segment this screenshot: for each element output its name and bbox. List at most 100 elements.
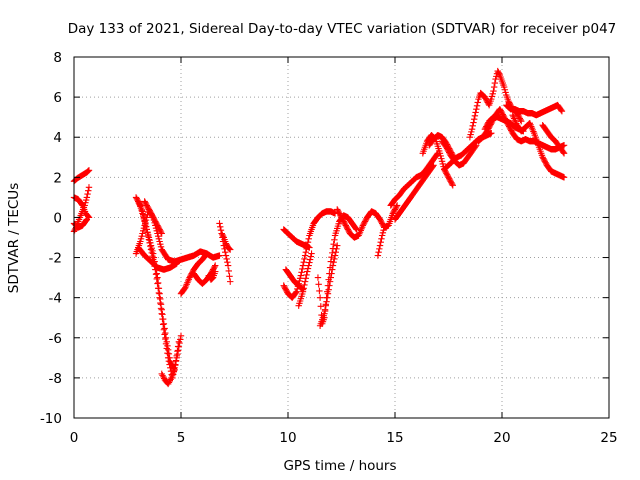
data-point bbox=[222, 252, 230, 259]
data-point bbox=[352, 225, 359, 232]
data-point bbox=[161, 325, 168, 332]
data-point bbox=[164, 349, 171, 357]
y-axis-label: SDTVAR / TECUs bbox=[6, 183, 22, 293]
data-point bbox=[330, 240, 337, 248]
data-point bbox=[139, 208, 146, 215]
data-point bbox=[167, 376, 174, 383]
data-point bbox=[83, 216, 91, 223]
data-point bbox=[159, 315, 166, 323]
data-point bbox=[298, 269, 305, 276]
data-point bbox=[304, 268, 311, 275]
data-point bbox=[299, 265, 306, 273]
data-point bbox=[520, 128, 527, 135]
data-point bbox=[219, 232, 227, 240]
data-point bbox=[308, 250, 315, 257]
data-point bbox=[217, 226, 225, 234]
data-point bbox=[165, 357, 173, 365]
data-point bbox=[331, 255, 338, 263]
x-tick-label: 10 bbox=[279, 430, 296, 446]
data-point bbox=[381, 224, 388, 231]
data-point bbox=[558, 107, 566, 115]
data-point bbox=[223, 255, 230, 263]
x-tick-label: 0 bbox=[70, 430, 79, 446]
data-point bbox=[324, 294, 331, 301]
data-point bbox=[473, 102, 481, 110]
data-point bbox=[174, 350, 181, 358]
x-tick-label: 25 bbox=[600, 430, 617, 446]
data-point bbox=[430, 162, 437, 169]
data-point bbox=[300, 285, 307, 292]
data-point bbox=[332, 249, 339, 256]
data-point bbox=[147, 242, 154, 250]
data-point bbox=[300, 259, 307, 266]
data-point bbox=[160, 320, 168, 327]
data-point bbox=[146, 239, 153, 247]
data-point bbox=[84, 168, 91, 175]
y-tick-label: -10 bbox=[40, 411, 62, 427]
data-point bbox=[175, 343, 183, 351]
data-point bbox=[157, 299, 164, 307]
x-tick-label: 5 bbox=[177, 430, 186, 446]
data-point bbox=[177, 332, 185, 339]
data-point bbox=[166, 361, 173, 368]
data-point bbox=[471, 112, 479, 120]
data-point bbox=[164, 354, 172, 362]
data-point bbox=[84, 213, 92, 220]
data-point bbox=[144, 232, 152, 240]
data-point bbox=[165, 350, 173, 358]
data-point bbox=[302, 249, 310, 256]
data-point bbox=[306, 259, 313, 266]
data-point bbox=[449, 182, 456, 189]
data-point bbox=[353, 226, 360, 233]
data-point bbox=[217, 223, 224, 231]
data-point bbox=[433, 151, 441, 158]
x-tick-labels: 0 5 10 15 20 25 bbox=[70, 430, 618, 446]
data-point bbox=[85, 167, 92, 175]
data-point bbox=[203, 250, 210, 257]
data-point bbox=[224, 259, 231, 266]
data-point bbox=[85, 184, 93, 191]
data-point bbox=[211, 263, 218, 271]
data-point bbox=[177, 336, 184, 343]
data-point bbox=[490, 87, 497, 95]
data-point bbox=[299, 262, 307, 269]
data-point bbox=[174, 347, 182, 354]
data-point bbox=[321, 310, 328, 317]
data-points bbox=[70, 67, 568, 388]
data-point bbox=[145, 236, 153, 243]
data-point bbox=[334, 242, 341, 249]
data-point bbox=[299, 288, 307, 295]
data-point bbox=[224, 262, 232, 269]
data-point bbox=[149, 253, 156, 260]
data-point bbox=[301, 255, 308, 263]
data-point bbox=[325, 286, 332, 293]
data-point bbox=[495, 70, 503, 77]
data-point bbox=[326, 282, 333, 289]
data-point bbox=[158, 230, 165, 237]
data-point bbox=[208, 275, 215, 283]
data-point bbox=[323, 298, 330, 305]
data-point bbox=[171, 366, 178, 374]
y-tick-label: -4 bbox=[49, 291, 62, 307]
data-point bbox=[157, 305, 165, 312]
data-point bbox=[153, 270, 160, 277]
data-point bbox=[375, 249, 382, 256]
x-axis-label: GPS time / hours bbox=[283, 458, 396, 474]
data-point bbox=[159, 321, 167, 328]
data-point bbox=[154, 279, 162, 287]
data-point bbox=[173, 260, 180, 267]
data-point bbox=[176, 339, 183, 347]
data-point bbox=[393, 203, 400, 210]
data-point bbox=[302, 275, 310, 282]
data-point bbox=[472, 143, 479, 150]
data-point bbox=[82, 217, 90, 224]
data-point bbox=[144, 229, 151, 237]
data-point bbox=[226, 273, 233, 280]
data-point bbox=[329, 262, 337, 269]
data-point bbox=[227, 278, 234, 285]
data-point bbox=[333, 245, 340, 253]
data-point bbox=[202, 251, 210, 258]
data-point bbox=[225, 244, 232, 252]
data-point bbox=[153, 275, 160, 283]
